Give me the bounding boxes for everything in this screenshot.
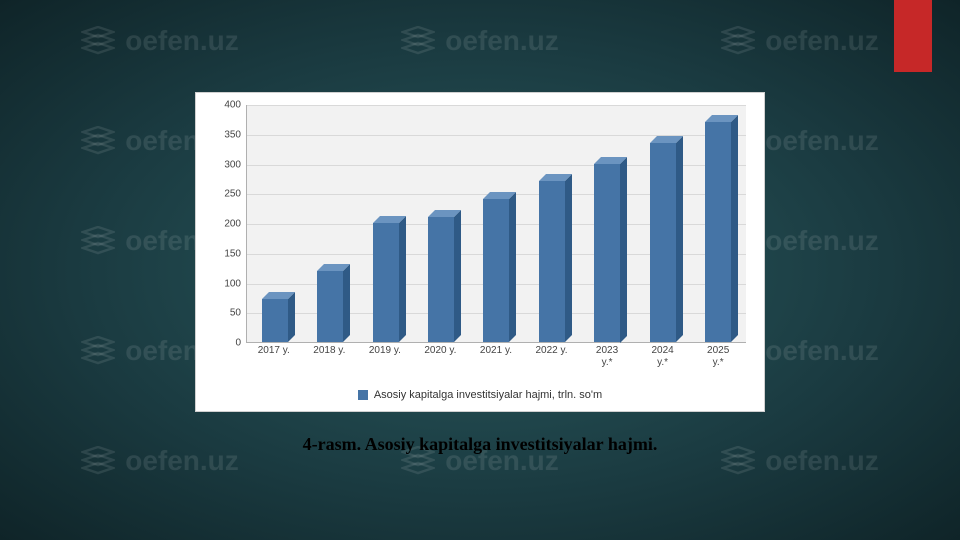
y-tick-label: 400: [224, 100, 247, 111]
x-tick-label: 2017 y.: [254, 345, 294, 368]
y-tick-label: 350: [224, 129, 247, 140]
bar: [650, 143, 676, 342]
stack-icon: [81, 126, 115, 156]
y-tick-label: 200: [224, 219, 247, 230]
bar-slot: [421, 217, 461, 342]
bar-slot: [366, 223, 406, 342]
bar-slot: [310, 271, 350, 342]
watermark-text: oefen.uz: [765, 125, 879, 157]
stack-icon: [401, 26, 435, 56]
bar: [428, 217, 454, 342]
bar-front: [428, 217, 454, 342]
bar-front: [705, 122, 731, 342]
bar-front: [262, 299, 288, 342]
y-tick-label: 250: [224, 189, 247, 200]
bar-slot: [698, 122, 738, 342]
y-tick-label: 150: [224, 248, 247, 259]
stack-icon: [81, 336, 115, 366]
bar-slot: [476, 199, 516, 342]
watermark-item: oefen.uz: [401, 25, 559, 57]
bar-front: [317, 271, 343, 342]
legend-swatch-icon: [358, 390, 368, 400]
watermark-item: oefen.uz: [81, 25, 239, 57]
y-tick-label: 100: [224, 278, 247, 289]
bar-front: [650, 143, 676, 342]
watermark-text: oefen.uz: [765, 225, 879, 257]
bar-slot: [643, 143, 683, 342]
bar-slot: [587, 164, 627, 343]
legend-label: Asosiy kapitalga investitsiyalar hajmi, …: [374, 389, 602, 401]
x-tick-label: 2022 y.: [532, 345, 572, 368]
y-tick-label: 50: [230, 308, 247, 319]
x-tick-label: 2023y.*: [587, 345, 627, 368]
stack-icon: [721, 26, 755, 56]
bar: [373, 223, 399, 342]
bar-side: [454, 210, 461, 342]
chart-card: 050100150200250300350400 2017 y.2018 y.2…: [195, 92, 765, 412]
bar-side: [399, 216, 406, 342]
bar-slot: [532, 181, 572, 342]
x-tick-label: 2024y.*: [643, 345, 683, 368]
watermark-item: oefen.uz: [721, 25, 879, 57]
bar-side: [620, 157, 627, 343]
chart-plot-area: 050100150200250300350400: [246, 105, 746, 343]
bar-side: [343, 264, 350, 342]
bar-front: [539, 181, 565, 342]
bar: [705, 122, 731, 342]
bar: [262, 299, 288, 342]
bar: [317, 271, 343, 342]
x-tick-label: 2020 y.: [420, 345, 460, 368]
figure-caption: 4-rasm. Asosiy kapitalga investitsiyalar…: [0, 434, 960, 455]
bar-side: [731, 115, 738, 342]
bar-front: [373, 223, 399, 342]
x-tick-label: 2025y.*: [698, 345, 738, 368]
bar: [594, 164, 620, 343]
bar-slot: [255, 299, 295, 342]
bar-side: [288, 292, 295, 342]
watermark-text: oefen.uz: [765, 335, 879, 367]
x-tick-label: 2021 y.: [476, 345, 516, 368]
stack-icon: [81, 226, 115, 256]
x-tick-label: 2019 y.: [365, 345, 405, 368]
bar-side: [509, 192, 516, 342]
watermark-text: oefen.uz: [125, 25, 239, 57]
bar-side: [676, 136, 683, 342]
bars-container: [247, 105, 746, 342]
bar-front: [594, 164, 620, 343]
stack-icon: [81, 26, 115, 56]
x-axis-labels: 2017 y. 2018 y. 2019 y. 2020 y. 2021 y. 2022 …: [246, 345, 746, 368]
y-tick-label: 300: [224, 159, 247, 170]
x-tick-label: 2018 y.: [309, 345, 349, 368]
bar-front: [483, 199, 509, 342]
accent-tab: [894, 0, 932, 72]
bar-side: [565, 174, 572, 342]
chart-legend: Asosiy kapitalga investitsiyalar hajmi, …: [196, 389, 764, 401]
bar: [483, 199, 509, 342]
bar: [539, 181, 565, 342]
watermark-text: oefen.uz: [765, 25, 879, 57]
watermark-text: oefen.uz: [445, 25, 559, 57]
